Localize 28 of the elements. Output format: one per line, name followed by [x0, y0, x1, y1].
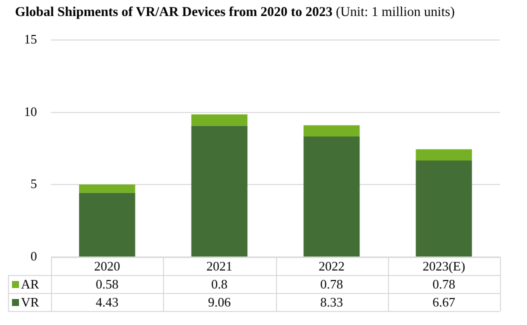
- data-label: 6.67: [432, 294, 456, 310]
- bar: [191, 126, 248, 256]
- y-tick-label: 5: [30, 176, 37, 192]
- x-tick-label: 2023(E): [422, 258, 466, 274]
- chart-subtitle: (Unit: 1 million units): [336, 4, 455, 19]
- data-label: 0.58: [96, 276, 118, 292]
- bar: [79, 184, 136, 193]
- data-label: 4.43: [96, 294, 118, 310]
- legend-label: AR: [21, 276, 40, 292]
- legend-label: VR: [21, 294, 40, 310]
- y-tick-label: 0: [30, 248, 37, 264]
- x-tick-label: 2020: [94, 258, 120, 274]
- bar: [304, 136, 360, 256]
- bar: [79, 192, 136, 256]
- y-tick-label: 15: [24, 31, 37, 46]
- data-label: 9.06: [208, 294, 232, 310]
- data-label: 8.33: [320, 294, 343, 310]
- y-tick-label: 10: [24, 104, 37, 119]
- data-label: 0.8: [211, 276, 228, 292]
- data-label: 0.78: [320, 276, 343, 292]
- data-label: 0.78: [432, 276, 456, 292]
- chart-title: Global Shipments of VR/AR Devices from 2020 to 2023: [15, 4, 332, 19]
- bar: [191, 114, 248, 126]
- bar: [416, 149, 472, 161]
- x-tick-label: 2022: [318, 258, 345, 274]
- x-tick-label: 2021: [206, 258, 232, 274]
- bar: [416, 160, 472, 256]
- bar: [304, 125, 360, 136]
